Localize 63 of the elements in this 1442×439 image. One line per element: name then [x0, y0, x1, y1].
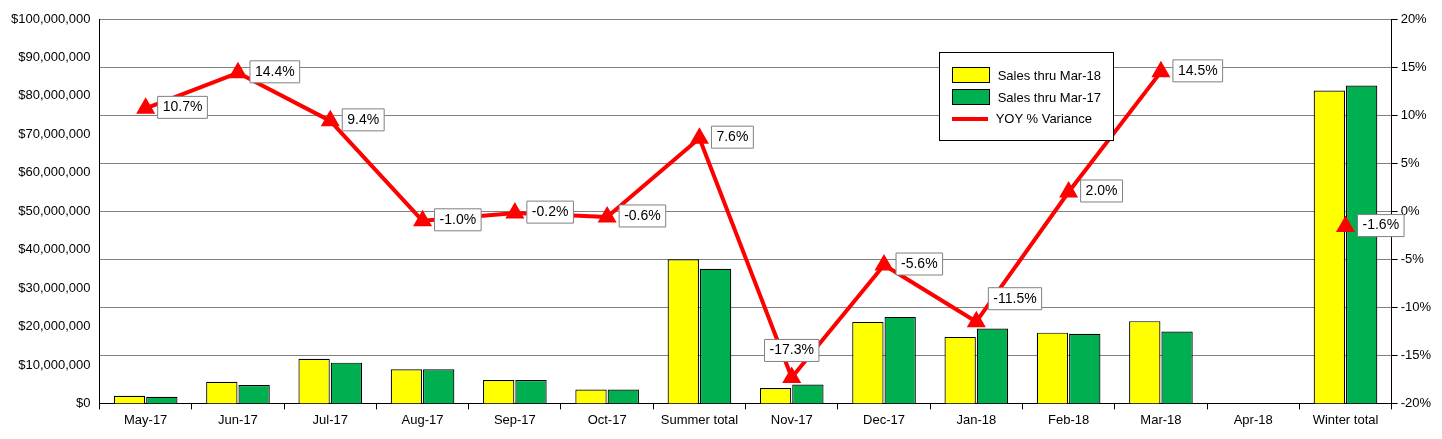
data-label: -1.0% — [439, 210, 477, 227]
y-tick-label: $30,000,000 — [18, 279, 91, 295]
point — [1060, 182, 1077, 198]
legend-label: Sales thru Mar-18 — [997, 67, 1101, 83]
data-label: -5.6% — [901, 254, 938, 271]
point — [229, 63, 247, 79]
point — [413, 209, 432, 227]
legend-label: Sales thru Mar-17 — [997, 89, 1101, 105]
y-tick-label: $0 — [76, 394, 91, 410]
legend-label: YOY % Variance — [995, 111, 1093, 126]
point — [1336, 215, 1355, 233]
data-label: -0.6% — [624, 206, 661, 223]
point — [966, 310, 986, 328]
y2-tick-label: 15% — [1400, 58, 1428, 74]
y-tick-label: $50,000,000 — [18, 202, 91, 218]
y2-tick-label: 0% — [1400, 202, 1420, 218]
data-label: 10.7% — [162, 98, 203, 115]
y2-tick-label: 20% — [1400, 10, 1428, 26]
data-label: 2.0% — [1085, 181, 1118, 198]
data-label: 7.6% — [716, 128, 749, 145]
point — [320, 109, 340, 127]
x-tick-label: Oct-17 — [587, 411, 627, 427]
data-label: 14.4% — [254, 62, 295, 79]
data-label: -0.2% — [531, 202, 569, 219]
x-tick-label: Winter total — [1312, 411, 1379, 427]
point — [137, 99, 154, 114]
data-label: -1.6% — [1362, 216, 1400, 233]
y2-tick-label: 10% — [1400, 106, 1428, 122]
y-tick-label: $100,000,000 — [10, 10, 91, 26]
y-tick-label: $80,000,000 — [18, 87, 91, 103]
data-label: -17.3% — [769, 341, 814, 358]
y-tick-label: $20,000,000 — [18, 318, 91, 334]
y2-tick-label: -20% — [1400, 394, 1432, 410]
x-tick-label: Jun-17 — [218, 411, 258, 427]
data-label: 9.4% — [347, 110, 380, 127]
point — [506, 204, 523, 219]
x-tick-label: May-17 — [123, 411, 168, 427]
data-label: -11.5% — [993, 289, 1037, 306]
point — [875, 256, 893, 271]
data-label: 14.5% — [1177, 61, 1218, 78]
x-tick-label: Aug-17 — [401, 411, 444, 427]
y2-tick-label: -5% — [1400, 250, 1425, 266]
x-tick-label: Nov-17 — [770, 411, 813, 427]
y-tick-label: $40,000,000 — [18, 241, 91, 257]
y2-tick-label: 5% — [1400, 154, 1420, 170]
point — [691, 129, 708, 144]
x-tick-label: Apr-18 — [1233, 411, 1273, 427]
x-tick-label: Mar-18 — [1140, 411, 1182, 427]
x-tick-label: Dec-17 — [863, 411, 905, 427]
y2-tick-label: -10% — [1400, 298, 1432, 314]
x-tick-label: Jan-18 — [956, 411, 997, 427]
point — [783, 368, 800, 383]
y2-tick-label: -15% — [1400, 346, 1432, 362]
y-tick-label: $70,000,000 — [18, 125, 91, 141]
y-tick-label: $10,000,000 — [18, 356, 91, 372]
x-tick-label: Feb-18 — [1048, 411, 1090, 427]
x-tick-label: Summer total — [660, 411, 739, 427]
y-tick-label: $90,000,000 — [18, 49, 91, 65]
x-tick-label: Jul-17 — [312, 411, 348, 427]
point — [599, 207, 616, 223]
y-tick-label: $60,000,000 — [18, 164, 91, 180]
point — [1151, 60, 1171, 78]
x-tick-label: Sep-17 — [493, 411, 536, 427]
